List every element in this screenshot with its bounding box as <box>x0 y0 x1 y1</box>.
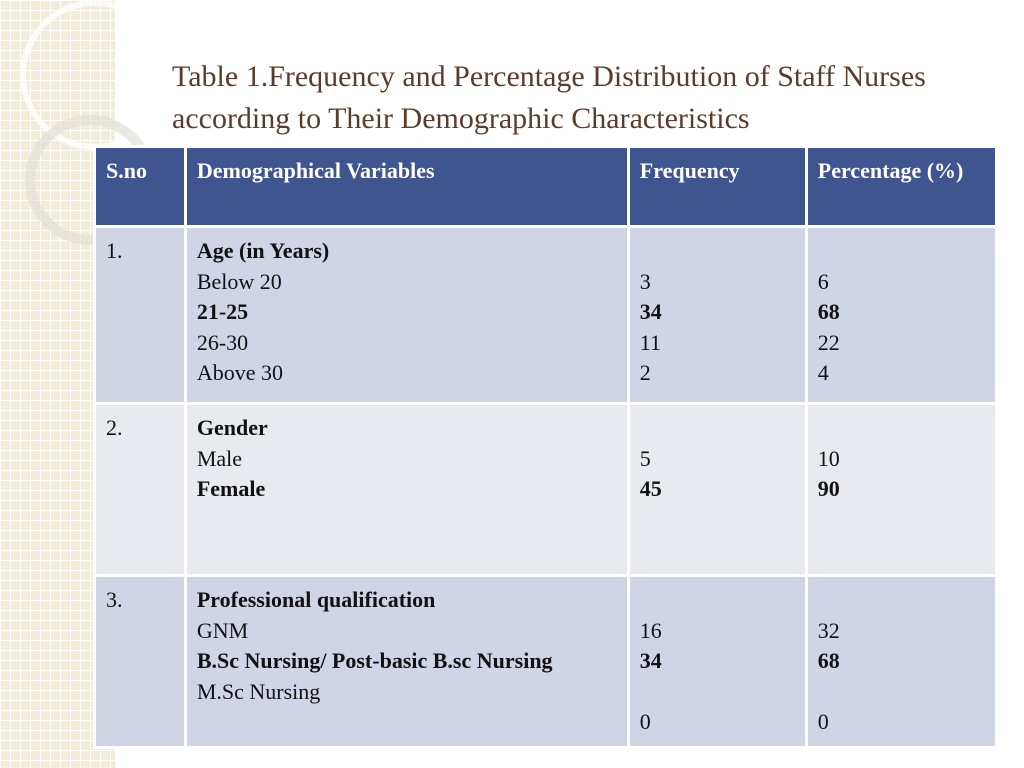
spacer <box>640 236 795 267</box>
percentage-cell: 6 68 22 4 <box>804 225 999 405</box>
percentage-value: 4 <box>817 360 829 385</box>
frequency-cell: 5 45 <box>626 402 808 577</box>
percentage-cell: 32 68 0 <box>804 574 999 749</box>
item-label: 21-25 <box>196 299 249 324</box>
item-label: GNM <box>196 617 249 643</box>
frequency-cell: 3 34 11 2 <box>626 225 808 405</box>
variable-cell: Professional qualification GNM B.Sc Nursin… <box>183 574 630 749</box>
frequency-value: 0 <box>639 709 651 734</box>
frequency-value: 2 <box>639 360 651 385</box>
item-label: Below 20 <box>196 268 282 294</box>
frequency-value: 3 <box>639 268 651 294</box>
percentage-value: 68 <box>817 648 840 673</box>
frequency-value: 45 <box>639 476 662 501</box>
header-row: S.no Demographical Variables Frequency Perc… <box>93 145 999 228</box>
frequency-value: 34 <box>639 299 662 324</box>
frequency-cell: 16 34 0 <box>626 574 808 749</box>
frequency-value: 16 <box>639 617 662 643</box>
table: S.no Demographical Variables Frequency Perc… <box>93 145 999 749</box>
variable-heading: Professional qualification <box>196 587 436 612</box>
variable-heading: Age (in Years) <box>196 238 330 263</box>
spacer <box>640 413 795 444</box>
percentage-value: 68 <box>817 299 840 324</box>
item-label: M.Sc Nursing <box>196 678 321 704</box>
sno-cell: 3. <box>93 574 187 749</box>
sno-cell: 1. <box>93 225 187 405</box>
header-cell: Frequency <box>626 145 808 228</box>
percentage-value: 6 <box>817 268 829 294</box>
table-row: 2. Gender Male Female 5 45 10 90 <box>93 402 999 577</box>
spacer <box>818 585 985 616</box>
table-body: 1. Age (in Years) Below 20 21-25 26-30 Above … <box>93 225 999 749</box>
table-row: 1. Age (in Years) Below 20 21-25 26-30 Above … <box>93 225 999 405</box>
header-cell: Demographical Variables <box>183 145 630 228</box>
item-label: Male <box>196 445 243 471</box>
spacer <box>818 236 985 267</box>
variable-cell: Gender Male Female <box>183 402 630 577</box>
spacer <box>818 413 985 444</box>
sno-cell: 2. <box>93 402 187 577</box>
percentage-value: 90 <box>817 476 840 501</box>
item-label: Above 30 <box>196 360 283 385</box>
spacer <box>640 585 795 616</box>
header-cell: Percentage (%) <box>804 145 999 228</box>
slide-title: Table 1.Frequency and Percentage Distrib… <box>172 60 926 135</box>
variable-cell: Age (in Years) Below 20 21-25 26-30 Above 30 <box>183 225 630 405</box>
percentage-value: 22 <box>817 329 840 355</box>
table-row: 3. Professional qualification GNM B.Sc Nurs… <box>93 574 999 749</box>
percentage-cell: 10 90 <box>804 402 999 577</box>
variable-heading: Gender <box>196 415 268 440</box>
frequency-value: 11 <box>639 329 661 355</box>
item-label: Female <box>196 476 266 501</box>
percentage-value: 0 <box>817 709 829 734</box>
frequency-value: 5 <box>639 445 651 471</box>
item-label: B.Sc Nursing/ Post-basic B.sc Nursing <box>196 648 553 673</box>
percentage-value: 10 <box>817 445 840 471</box>
item-label: 26-30 <box>196 329 249 355</box>
header-cell: S.no <box>93 145 187 228</box>
percentage-value: 32 <box>817 617 840 643</box>
frequency-value: 34 <box>639 648 662 673</box>
